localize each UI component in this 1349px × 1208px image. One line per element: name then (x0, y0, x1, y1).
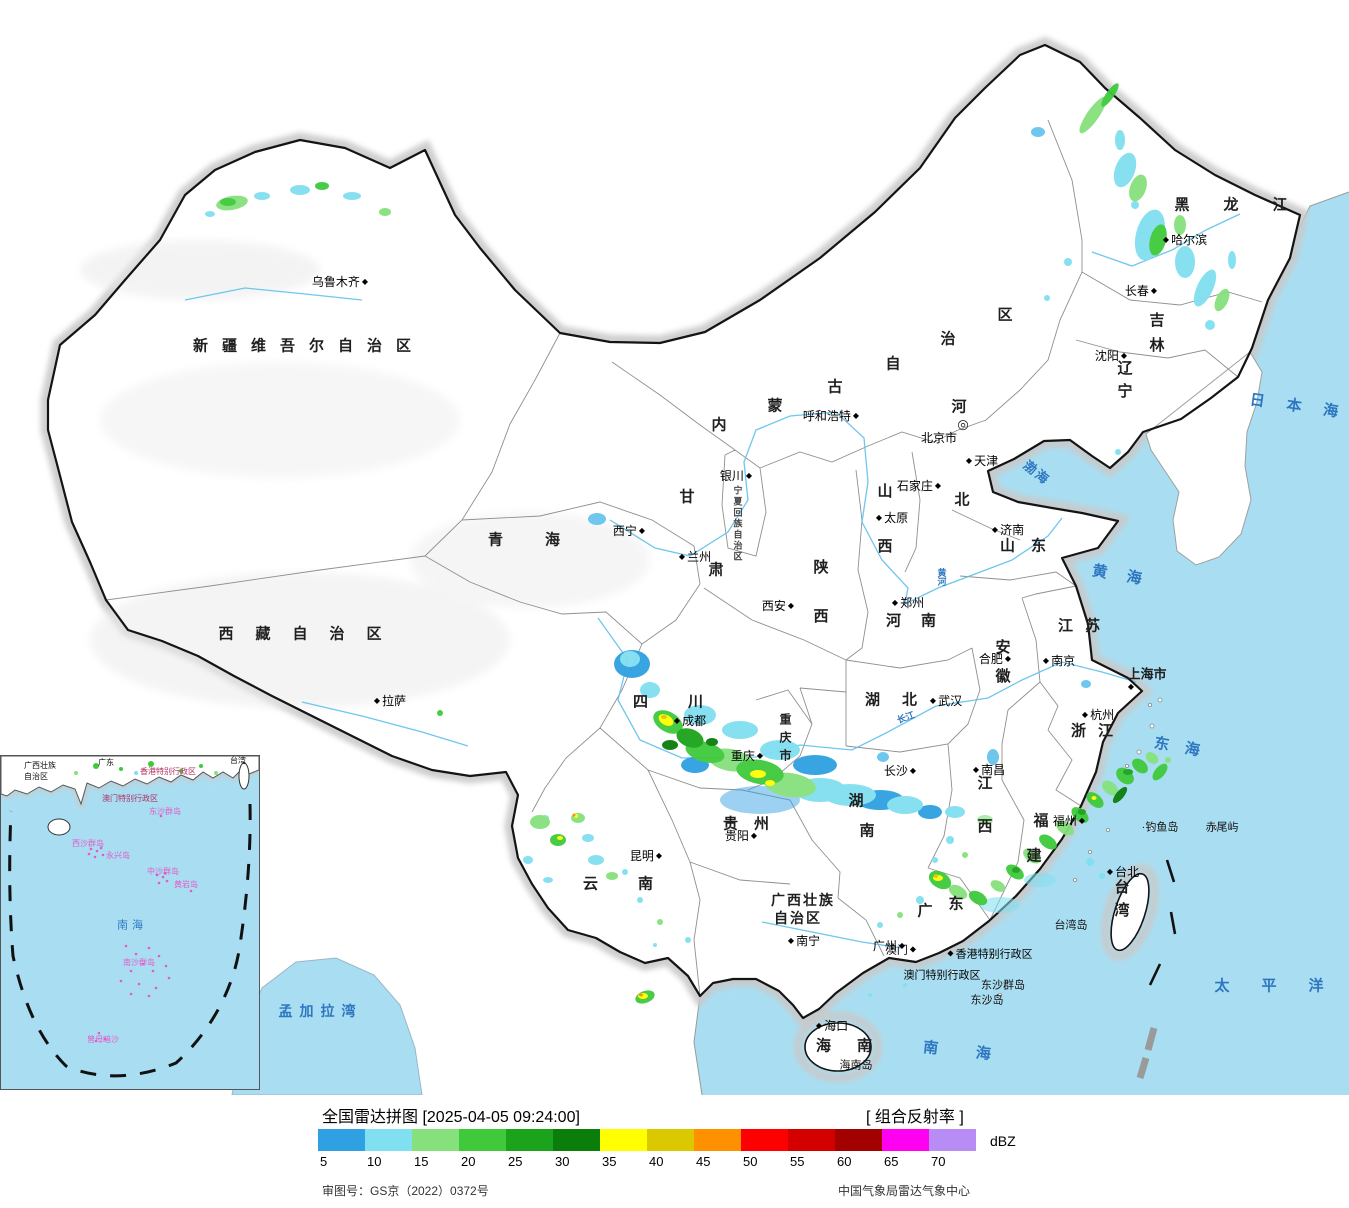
lakes (588, 127, 1091, 765)
legend-tick: 35 (602, 1154, 617, 1169)
legend-color-bar (318, 1129, 976, 1151)
legend-segment (506, 1129, 553, 1151)
legend-tick: 20 (461, 1154, 476, 1169)
legend-tick: 45 (696, 1154, 711, 1169)
legend-tick-row: 5 10 15 20 25 30 35 40 45 50 55 60 65 70 (318, 1154, 976, 1169)
legend-tick: 30 (555, 1154, 570, 1169)
island-marks (87, 814, 193, 1043)
province-borders (105, 119, 1263, 997)
inset-map (0, 755, 260, 1078)
map-title: 全国雷达拼图 [2025-04-05 09:24:00] (322, 1109, 580, 1126)
national-border (46, 43, 1302, 1020)
legend-tick: 65 (884, 1154, 899, 1169)
legend-tick: 60 (837, 1154, 852, 1169)
dash-line-shadow (1136, 1027, 1158, 1080)
china-territory (48, 45, 1300, 1018)
legend-segment (412, 1129, 459, 1151)
legend-segment (318, 1129, 365, 1151)
legend-tick: 15 (414, 1154, 429, 1169)
korea-peninsula (1145, 351, 1263, 566)
legend-tick: 70 (931, 1154, 946, 1169)
legend-area: 全国雷达拼图 [2025-04-05 09:24:00] [ 组合反射率 ] 5… (0, 1095, 1349, 1208)
dash-line-segments (1148, 859, 1177, 986)
legend-segment (929, 1129, 976, 1151)
legend-tick: 50 (743, 1154, 758, 1169)
legend-segment (647, 1129, 694, 1151)
terrain-shading (80, 240, 650, 708)
data-source: 中国气象局雷达气象中心 (838, 1184, 971, 1198)
legend-tick: 10 (367, 1154, 382, 1169)
legend-segment (788, 1129, 835, 1151)
legend-segment (600, 1129, 647, 1151)
legend-unit: dBZ (990, 1133, 1016, 1149)
legend-segment (882, 1129, 929, 1151)
legend-tick: 55 (790, 1154, 805, 1169)
islands (804, 697, 1218, 1072)
legend-segment (835, 1129, 882, 1151)
legend-tick: 25 (508, 1154, 523, 1169)
map-approval-number: 审图号：GS京（2022）0372号 (322, 1184, 489, 1198)
legend-segment (741, 1129, 788, 1151)
legend-segment (694, 1129, 741, 1151)
china-radar-map (40, 36, 1349, 1095)
radar-echoes (205, 83, 1236, 1004)
product-label: [ 组合反射率 ] (866, 1109, 964, 1126)
inset-echoes (74, 761, 218, 775)
south-china-sea-inset (0, 755, 260, 1090)
bay-of-bengal (231, 957, 423, 1095)
legend-segment (365, 1129, 412, 1151)
legend-tick: 5 (320, 1154, 328, 1169)
legend-segment (553, 1129, 600, 1151)
legend-segment (459, 1129, 506, 1151)
legend-tick: 40 (649, 1154, 664, 1169)
rivers (184, 213, 1241, 949)
